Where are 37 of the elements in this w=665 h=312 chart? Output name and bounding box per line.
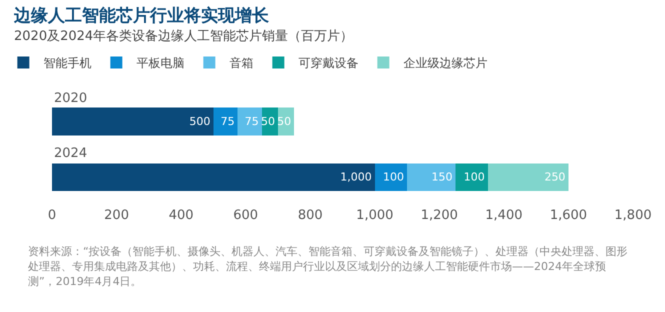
data-label: 500: [189, 115, 210, 128]
text: 资料来源：“按设备（智能手机、摄像头、机器人、汽车、智能音箱、可穿戴设备及智能镜子）、处理器（中央处理器、图形处理器、专用集成电路及其他）、功耗、流程、终端用户行业以及区域划分的边缘人工智能硬件市场——2024年全球预测”，2019年4月4日。: [28, 244, 628, 289]
bar: [52, 163, 375, 192]
chart-subtitle: 2020及2024年各类设备边缘人工智能芯片销量（百万片）: [14, 28, 354, 45]
x-tick-label: 1,200: [420, 208, 458, 223]
legend-label: 可穿戴设备: [298, 56, 358, 70]
legend-label: 音箱: [229, 56, 254, 70]
bar: [52, 108, 214, 136]
legend-label: 智能手机: [43, 56, 92, 70]
data-label: 50: [277, 115, 292, 128]
chart-title: 边缘人工智能芯片行业将实现增长: [14, 5, 269, 27]
bar: [238, 108, 262, 136]
x-tick-label: 200: [104, 208, 129, 223]
data-label: 75: [244, 115, 259, 128]
bar: [455, 163, 488, 192]
x-tick-label: 1,000: [356, 208, 394, 223]
x-tick-label: 1,800: [614, 208, 652, 223]
y-tick-label: 2024: [54, 146, 88, 161]
x-tick-label: 600: [233, 208, 258, 223]
data-label: 150: [431, 170, 452, 184]
bar: [407, 163, 456, 192]
bar: [213, 108, 238, 136]
x-tick-label: 1,400: [485, 208, 522, 223]
legend-label: 平板电脑: [136, 56, 184, 70]
data-label: 1,000: [340, 170, 372, 184]
x-tick-label: 800: [298, 208, 323, 223]
x-tick-label: 0: [48, 208, 56, 223]
legend-label: 企业级边缘芯片: [403, 56, 488, 70]
x-tick-label: 1,600: [550, 208, 588, 223]
y-tick-label: 2020: [54, 91, 88, 106]
data-label: 100: [383, 170, 404, 184]
data-label: 100: [464, 170, 485, 184]
data-label: 250: [544, 170, 566, 184]
data-label: 50: [260, 115, 275, 128]
x-tick-label: 400: [168, 208, 194, 223]
bar: [488, 163, 568, 192]
data-label: 75: [220, 115, 235, 128]
